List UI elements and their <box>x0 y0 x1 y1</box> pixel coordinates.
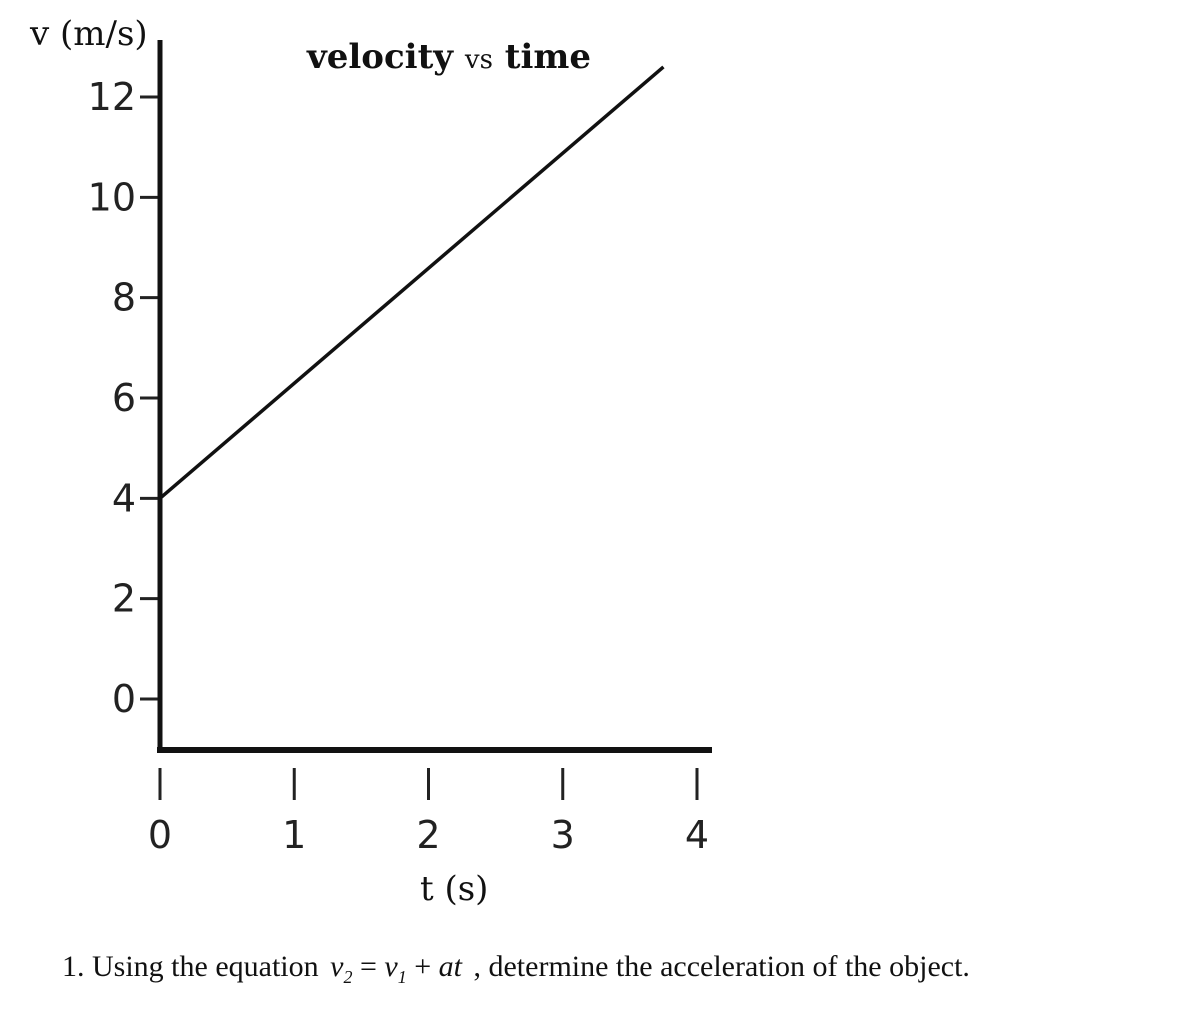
question-number: 1. <box>62 950 85 983</box>
x-tick-label: 2 <box>416 813 440 857</box>
eq-sub2: 2 <box>343 967 353 987</box>
x-axis-label: t (s) <box>420 869 488 909</box>
chart-title-vs: vs <box>464 45 493 75</box>
y-tick-label: 0 <box>112 677 136 721</box>
question-suffix: , determine the acceleration of the obje… <box>473 950 970 983</box>
chart-title-right: time <box>505 37 591 77</box>
question-1: 1. Using the equation v2 = v1 + at , det… <box>62 950 970 988</box>
x-tick-label: 0 <box>148 813 172 857</box>
y-tick-label: 6 <box>112 376 136 420</box>
y-tick-label: 2 <box>112 577 136 621</box>
eq-v2: v <box>330 950 344 983</box>
eq-sub1: 1 <box>397 967 407 987</box>
x-tick-label: 4 <box>685 813 709 857</box>
eq-equals: = <box>359 950 377 983</box>
y-axis-label: v (m/s) <box>29 14 148 54</box>
x-tick-label: 3 <box>551 813 575 857</box>
series-line <box>158 65 665 500</box>
question-prefix: Using the equation <box>92 950 319 983</box>
y-tick-label: 10 <box>88 175 136 219</box>
eq-at: at <box>438 950 462 983</box>
x-tick-label: 1 <box>282 813 306 857</box>
y-tick-label: 12 <box>88 75 136 119</box>
chart-title-left: velocity <box>306 37 454 77</box>
eq-v1: v <box>384 950 398 983</box>
data-series <box>158 65 665 500</box>
chart-title: velocity vs time <box>306 37 591 77</box>
x-axis-ticks: 0 1 2 3 4 <box>148 768 709 857</box>
eq-plus: + <box>414 950 432 983</box>
y-tick-label: 4 <box>112 476 136 520</box>
equation: v2 = v1 + at <box>330 950 462 987</box>
y-axis-ticks: 0 2 4 6 8 10 12 <box>88 75 160 721</box>
y-tick-label: 8 <box>112 276 136 320</box>
